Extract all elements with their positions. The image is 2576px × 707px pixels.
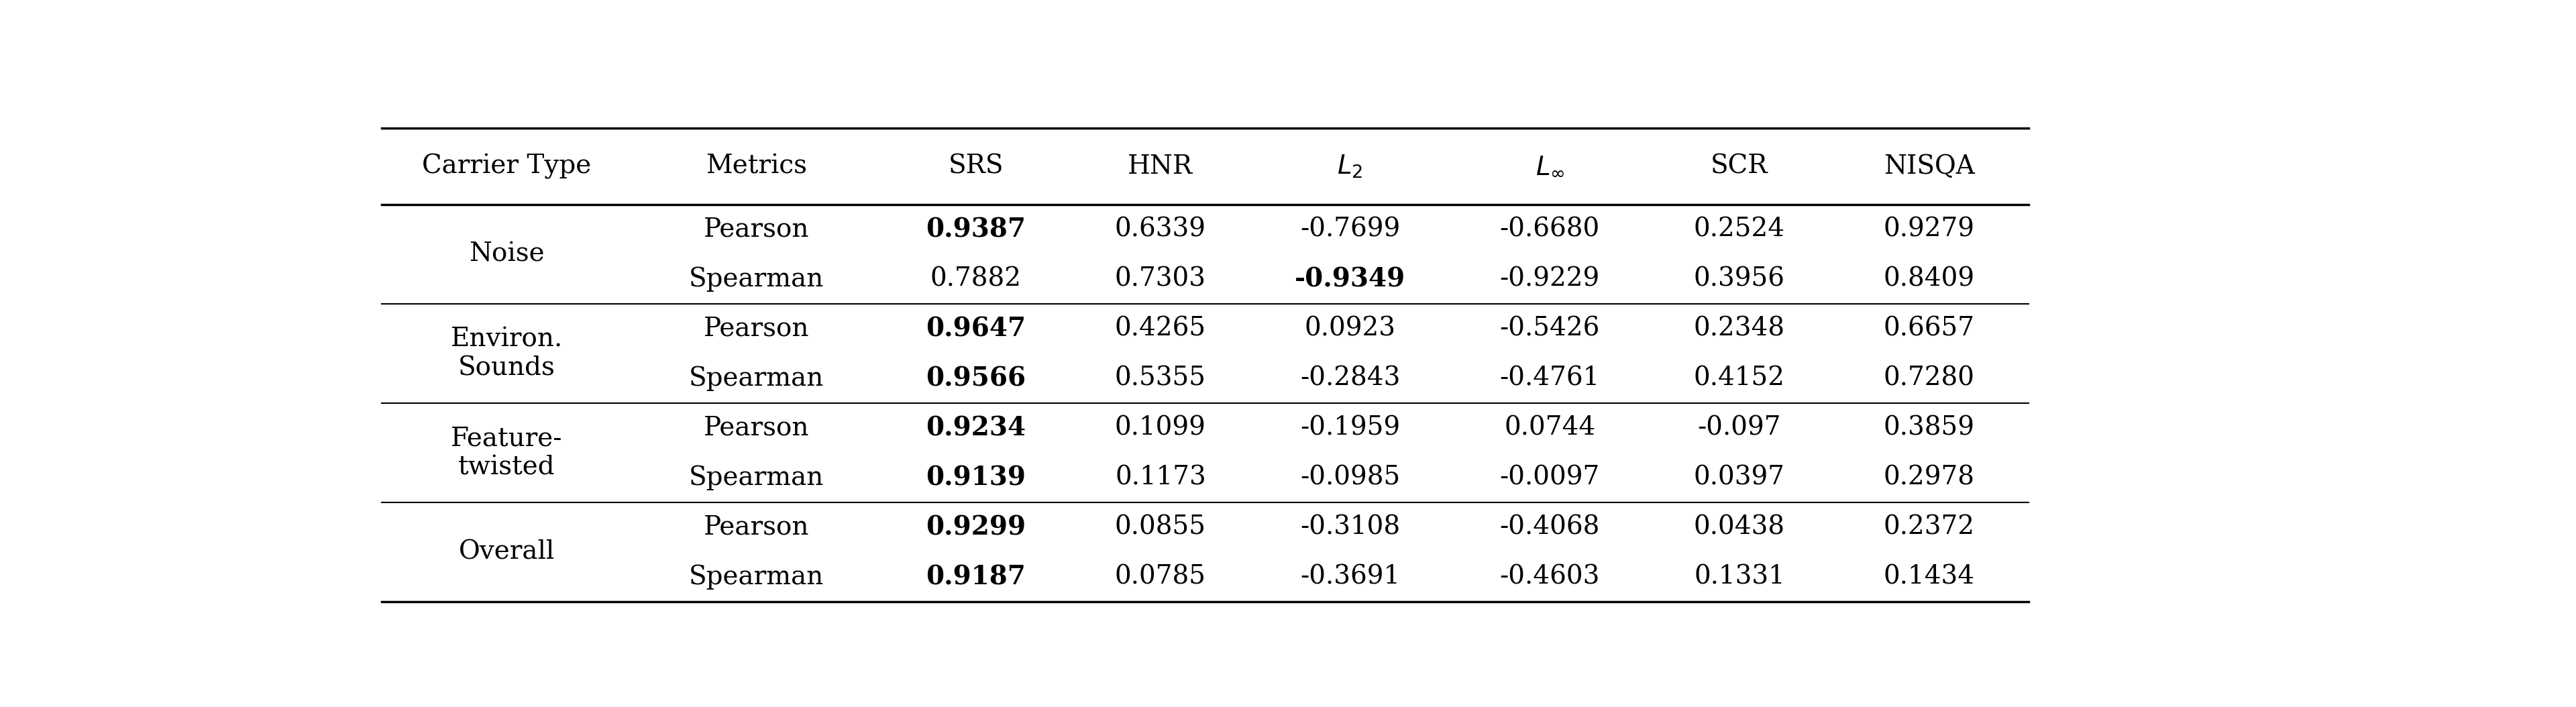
Text: 0.2372: 0.2372 [1883,515,1976,540]
Text: 0.0923: 0.0923 [1303,317,1396,341]
Text: -0.4761: -0.4761 [1499,366,1600,391]
Text: -0.4068: -0.4068 [1499,515,1600,540]
Text: 0.1331: 0.1331 [1695,565,1785,590]
Text: Spearman: Spearman [688,267,824,292]
Text: Environ.
Sounds: Environ. Sounds [451,327,562,380]
Text: 0.3859: 0.3859 [1883,416,1976,440]
Text: 0.9647: 0.9647 [925,316,1025,341]
Text: 0.2978: 0.2978 [1883,465,1976,490]
Text: Feature-
twisted: Feature- twisted [451,426,562,480]
Text: 0.7882: 0.7882 [930,267,1023,291]
Text: 0.6657: 0.6657 [1883,317,1976,341]
Text: 0.7280: 0.7280 [1883,366,1976,391]
Text: 0.9187: 0.9187 [925,564,1025,590]
Text: 0.9279: 0.9279 [1883,217,1976,242]
Text: Spearman: Spearman [688,565,824,590]
Text: 0.9234: 0.9234 [925,416,1025,441]
Text: 0.9387: 0.9387 [925,217,1025,243]
Text: Pearson: Pearson [703,416,809,440]
Text: -0.3108: -0.3108 [1301,515,1401,540]
Text: 0.3956: 0.3956 [1695,267,1785,291]
Text: -0.4603: -0.4603 [1499,565,1600,590]
Text: 0.9299: 0.9299 [925,515,1025,540]
Text: -0.1959: -0.1959 [1301,416,1401,440]
Text: -0.9349: -0.9349 [1296,267,1406,292]
Text: -0.2843: -0.2843 [1301,366,1401,391]
Text: 0.1099: 0.1099 [1115,416,1206,440]
Text: Noise: Noise [469,242,544,267]
Text: 0.4265: 0.4265 [1115,317,1206,341]
Text: 0.0397: 0.0397 [1695,465,1785,490]
Text: Pearson: Pearson [703,217,809,242]
Text: -0.0097: -0.0097 [1499,465,1600,490]
Text: -0.7699: -0.7699 [1301,217,1401,242]
Text: Pearson: Pearson [703,317,809,341]
Text: Metrics: Metrics [706,154,806,179]
Text: 0.5355: 0.5355 [1115,366,1206,391]
Text: -0.0985: -0.0985 [1301,465,1401,490]
Text: 0.4152: 0.4152 [1695,366,1785,391]
Text: Overall: Overall [459,540,554,565]
Text: Pearson: Pearson [703,515,809,540]
Text: SCR: SCR [1710,154,1767,179]
Text: 0.9139: 0.9139 [925,465,1025,491]
Text: 0.9566: 0.9566 [925,366,1025,391]
Text: NISQA: NISQA [1883,154,1976,179]
Text: -0.097: -0.097 [1698,416,1780,440]
Text: HNR: HNR [1128,154,1193,179]
Text: 0.0785: 0.0785 [1115,565,1206,590]
Text: 0.1434: 0.1434 [1883,565,1976,590]
Text: Spearman: Spearman [688,366,824,391]
Text: SRS: SRS [948,154,1005,179]
Text: 0.0855: 0.0855 [1115,515,1206,540]
Text: 0.2524: 0.2524 [1695,217,1785,242]
Text: 0.6339: 0.6339 [1115,217,1206,242]
Text: 0.7303: 0.7303 [1115,267,1206,291]
Text: -0.5426: -0.5426 [1499,317,1600,341]
Text: -0.3691: -0.3691 [1301,565,1401,590]
Text: 0.8409: 0.8409 [1883,267,1976,291]
Text: $L_\infty$: $L_\infty$ [1535,154,1564,179]
Text: 0.1173: 0.1173 [1115,465,1206,490]
Text: -0.6680: -0.6680 [1499,217,1600,242]
Text: 0.0744: 0.0744 [1504,416,1595,440]
Text: 0.2348: 0.2348 [1695,317,1785,341]
Text: $L_2$: $L_2$ [1337,153,1363,180]
Text: Carrier Type: Carrier Type [422,153,592,180]
Text: Spearman: Spearman [688,465,824,491]
Text: 0.0438: 0.0438 [1695,515,1785,540]
Text: -0.9229: -0.9229 [1499,267,1600,291]
